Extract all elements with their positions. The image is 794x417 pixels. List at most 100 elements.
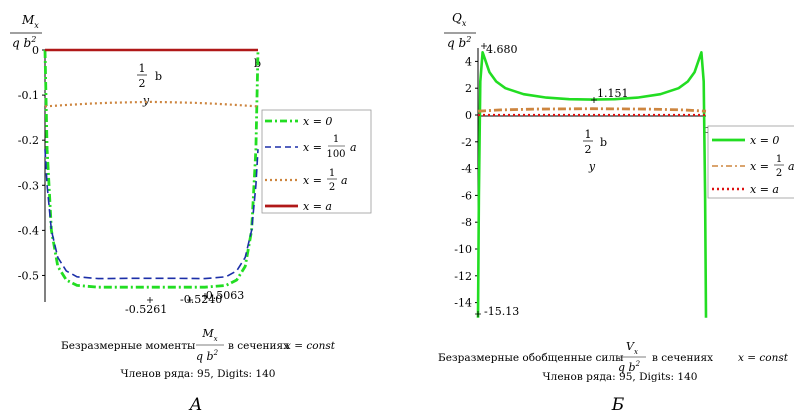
panel-b-x-mid-label: 1 2 b <box>583 128 607 156</box>
panel-b-y-tick-label: -14 <box>454 297 472 310</box>
panel-b-y-ticks: 4 2 0 -2 -4 -6 -8 -10 -12 -14 <box>454 55 478 310</box>
svg-text:Членов ряда: 95, Digits: 140: Членов ряда: 95, Digits: 140 <box>121 368 276 380</box>
panel-b-y-tick-label: 4 <box>465 55 472 68</box>
svg-text:2: 2 <box>139 77 146 90</box>
panel-b-annotations: 4.680 1.151 -15.13 <box>484 43 629 318</box>
panel-a-y-tick-label: -0.4 <box>18 224 39 237</box>
svg-text:Qx: Qx <box>452 11 467 28</box>
panel-a-xlabel: y <box>142 94 150 107</box>
panel-a-legend-label: x = <box>303 141 322 154</box>
panel-a-series-line-0 <box>43 49 260 289</box>
panel-a-annotations: -0.5261 -0.5240 -0.5063 <box>125 289 244 316</box>
panel-a: Mx q b2 0-0.1-0.2-0.3-0.4-0.5 1 2 b y b … <box>10 13 372 415</box>
panel-a-series-line-1 <box>44 149 259 280</box>
panel-a-annotation-mid: -0.5240 <box>180 293 222 306</box>
panel-b-legend-item: x = 1 2 a <box>712 154 794 179</box>
svg-text:в сечениях: в сечениях <box>228 340 289 352</box>
svg-text:Безразмерные обобщенные силы: Безразмерные обобщенные силы <box>438 352 623 364</box>
svg-text:Безразмерные моменты: Безразмерные моменты <box>61 340 195 352</box>
panel-a-legend-item: x = 1 2 a <box>265 168 348 193</box>
panel-b-ylabel: Qx q b2 <box>444 11 476 50</box>
panel-b-legend-item: x = a <box>712 183 779 196</box>
panel-b-annotation-min: -15.13 <box>484 305 519 318</box>
svg-text:2: 2 <box>329 182 335 193</box>
annotation-marker <box>147 297 153 303</box>
svg-text:Mx: Mx <box>201 327 217 343</box>
svg-text:Членов ряда: 95, Digits: 140: Членов ряда: 95, Digits: 140 <box>543 371 698 383</box>
panel-b-legend-box <box>707 125 794 199</box>
panel-b-y-tick-label: -12 <box>454 270 472 283</box>
panel-a-legend-item: x = 1 100 a <box>265 134 357 160</box>
svg-text:q b2: q b2 <box>196 349 219 363</box>
svg-text:1: 1 <box>329 168 335 179</box>
svg-text:2: 2 <box>585 143 592 156</box>
panel-b-label: Б <box>611 395 625 415</box>
panel-a-annotation-min: -0.5261 <box>125 303 167 316</box>
panel-a-series <box>43 48 260 289</box>
annotation-marker <box>475 311 481 317</box>
svg-text:a: a <box>788 160 794 173</box>
panel-b-y-tick-label: 0 <box>465 109 472 122</box>
panel-a-series-line-2 <box>44 100 259 108</box>
panel-a-caption: Безразмерные моменты Mx q b2 в сечениях … <box>61 327 336 380</box>
panel-a-annotation-dashed: -0.5063 <box>202 289 244 302</box>
svg-text:x =: x = <box>303 174 322 187</box>
svg-text:1: 1 <box>333 134 339 145</box>
panel-b-series-line-1 <box>477 107 707 113</box>
svg-text:a: a <box>341 174 348 187</box>
svg-text:1: 1 <box>139 62 146 75</box>
panel-a-ylabel-den: q b2 <box>12 35 36 50</box>
panel-b-xlabel: y <box>588 160 596 173</box>
svg-text:2: 2 <box>776 168 782 179</box>
panel-a-y-ticks: 0 -0.1 -0.2 -0.3 -0.4 -0.5 <box>18 44 45 282</box>
panel-a-x-mid-label: 1 2 b <box>137 62 162 90</box>
svg-text:x = const: x = const <box>738 352 789 364</box>
panel-b: Qx q b2 4 2 0 -2 -4 -6 -8 -10 -12 -14 1 2 b y b 4… <box>438 11 794 415</box>
panel-b-annotation-mid: 1.151 <box>597 87 629 100</box>
svg-text:x = a: x = a <box>303 200 332 213</box>
svg-text:в сечениях: в сечениях <box>652 352 713 364</box>
panel-b-series-line-0 <box>476 50 708 318</box>
panel-a-legend: x = 0 x = 1 100 a x = 1 2 a x = a <box>261 109 372 214</box>
panel-b-y-tick-label: -4 <box>461 163 472 176</box>
panel-b-legend-item: x = 0 <box>712 134 779 147</box>
panel-a-y-tick-label: -0.1 <box>18 89 39 102</box>
panel-b-annotation-max: 4.680 <box>486 43 518 56</box>
panel-b-y-tick-label: -8 <box>461 216 472 229</box>
panel-a-legend-box <box>261 109 372 214</box>
panel-b-y-tick-label: 2 <box>465 82 472 95</box>
svg-text:b: b <box>155 70 162 83</box>
panel-a-label: A <box>188 395 202 415</box>
panel-b-x-end-label: b <box>703 123 710 136</box>
svg-text:x =: x = <box>750 160 769 173</box>
svg-text:1: 1 <box>776 154 782 165</box>
svg-text:100: 100 <box>326 149 345 160</box>
panel-a-ylabel-num: Mx <box>21 13 39 30</box>
panel-a-y-tick-label: -0.2 <box>18 134 39 147</box>
svg-text:x = 0: x = 0 <box>303 115 332 128</box>
svg-text:x = 0: x = 0 <box>750 134 779 147</box>
svg-text:q b2: q b2 <box>447 35 471 50</box>
svg-text:b: b <box>600 136 607 149</box>
panel-b-legend: x = 0 x = 1 2 a x = a <box>707 125 794 199</box>
annotation-marker <box>481 43 487 49</box>
panel-a-legend-item: x = 0 <box>265 115 332 128</box>
panel-a-y-tick-label: -0.5 <box>18 269 39 282</box>
panel-a-y-tick-label: 0 <box>32 44 39 57</box>
annotation-marker <box>591 97 597 103</box>
annotation-marker <box>202 293 208 299</box>
panel-a-ylabel: Mx q b2 <box>10 13 42 50</box>
panel-b-y-tick-label: -6 <box>461 189 472 202</box>
svg-text:Vx: Vx <box>626 340 638 356</box>
panel-b-y-tick-label: -2 <box>461 136 472 149</box>
svg-text:x = const: x = const <box>285 340 336 352</box>
svg-text:1: 1 <box>585 128 592 141</box>
panel-b-y-tick-label: -10 <box>454 243 472 256</box>
panel-a-legend-item: x = a <box>265 200 332 213</box>
svg-text:q b2: q b2 <box>618 360 641 374</box>
svg-text:x = a: x = a <box>750 183 779 196</box>
panel-b-series <box>476 50 708 318</box>
panel-a-y-tick-label: -0.3 <box>18 179 39 192</box>
annotation-marker <box>187 297 193 303</box>
